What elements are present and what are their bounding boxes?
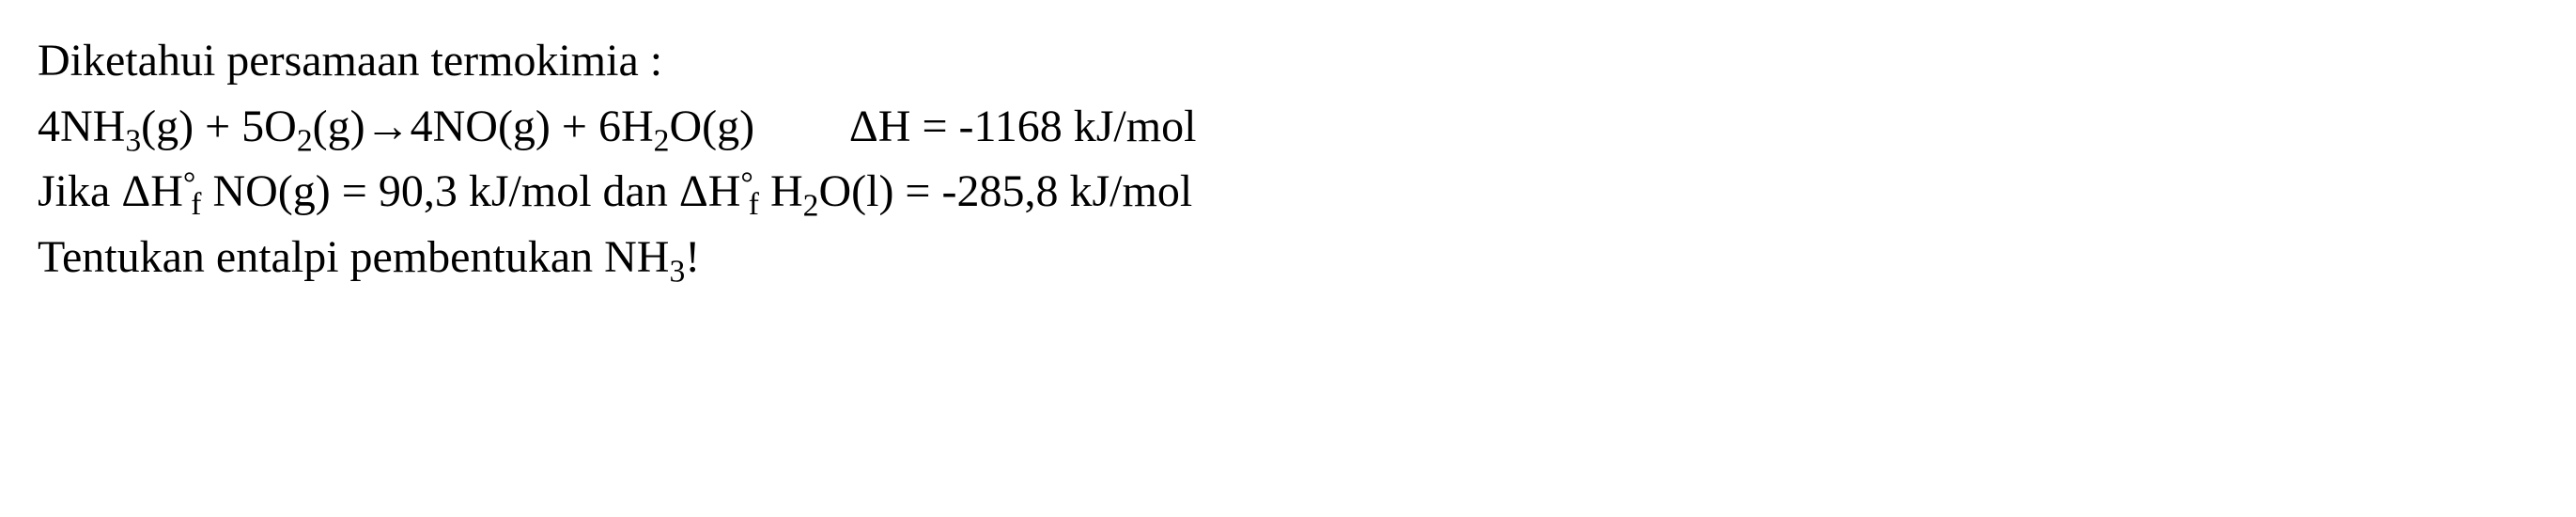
intro-text: Diketahui persamaan termokimia : [38, 36, 662, 86]
degree-f-2: °f [740, 159, 759, 225]
h2o-phase: (g) [702, 102, 754, 151]
f-sub-1: f [191, 187, 201, 222]
coef-h2o: 6 [598, 102, 621, 151]
nh3-symbol: NH [60, 102, 125, 151]
eq-2: = [893, 166, 941, 216]
line-1: Diketahui persamaan termokimia : [38, 28, 2538, 94]
h2o-sub-2: 2 [803, 189, 819, 224]
nh3-q: NH [604, 232, 669, 282]
plus-2: + [551, 102, 598, 151]
equals-sign: = [910, 102, 958, 151]
nh3-phase: (g) [141, 102, 194, 151]
delta-1: Δ [121, 166, 150, 216]
degree-f-1: °f [183, 159, 202, 225]
enthalpy-value: -1168 kJ/mol [959, 102, 1197, 151]
h2o-subscript: 2 [654, 123, 670, 158]
delta-2: Δ [679, 166, 708, 216]
h-1: H [150, 166, 183, 216]
h2o-ol: O(l) [818, 166, 893, 216]
exclamation: ! [685, 232, 700, 282]
dan-connector: dan [592, 166, 679, 216]
val-1: 90,3 kJ/mol [379, 166, 592, 216]
no-symbol: NO [433, 102, 498, 151]
h-symbol: H [878, 102, 911, 151]
f-sub-2: f [749, 187, 759, 222]
line-4-question: Tentukan entalpi pembentukan NH3! [38, 225, 2538, 290]
coef-o2: 5 [241, 102, 264, 151]
o2-subscript: 2 [297, 123, 313, 158]
plus-1: + [194, 102, 241, 151]
h-2: H [708, 166, 741, 216]
nh3-subscript: 3 [125, 123, 141, 158]
space-2 [759, 166, 770, 216]
h2o-o: O [669, 102, 702, 151]
o2-symbol: O [264, 102, 297, 151]
o2-phase: (g) [313, 102, 365, 151]
no-phase: (g) [498, 102, 551, 151]
arrow-icon: → [365, 94, 411, 160]
line-3-given: Jika ΔH°f NO(g) = 90,3 kJ/mol dan ΔH°f H… [38, 159, 2538, 225]
nh3-q-sub: 3 [669, 254, 685, 289]
coef-no: 4 [411, 102, 433, 151]
no-formula: NO(g) [212, 166, 330, 216]
jika-prefix: Jika [38, 166, 121, 216]
space-1 [201, 166, 212, 216]
h2o-h-2: H [770, 166, 803, 216]
val-2: -285,8 kJ/mol [942, 166, 1193, 216]
eq-1: = [331, 166, 379, 216]
coef-nh3: 4 [38, 102, 60, 151]
h2o-h: H [621, 102, 654, 151]
line-2-equation: 4NH3(g) + 5O2(g) → 4NO(g) + 6H2O(g)ΔH = … [38, 94, 2538, 160]
delta-symbol: Δ [849, 102, 878, 151]
question-prefix: Tentukan entalpi pembentukan [38, 232, 604, 282]
